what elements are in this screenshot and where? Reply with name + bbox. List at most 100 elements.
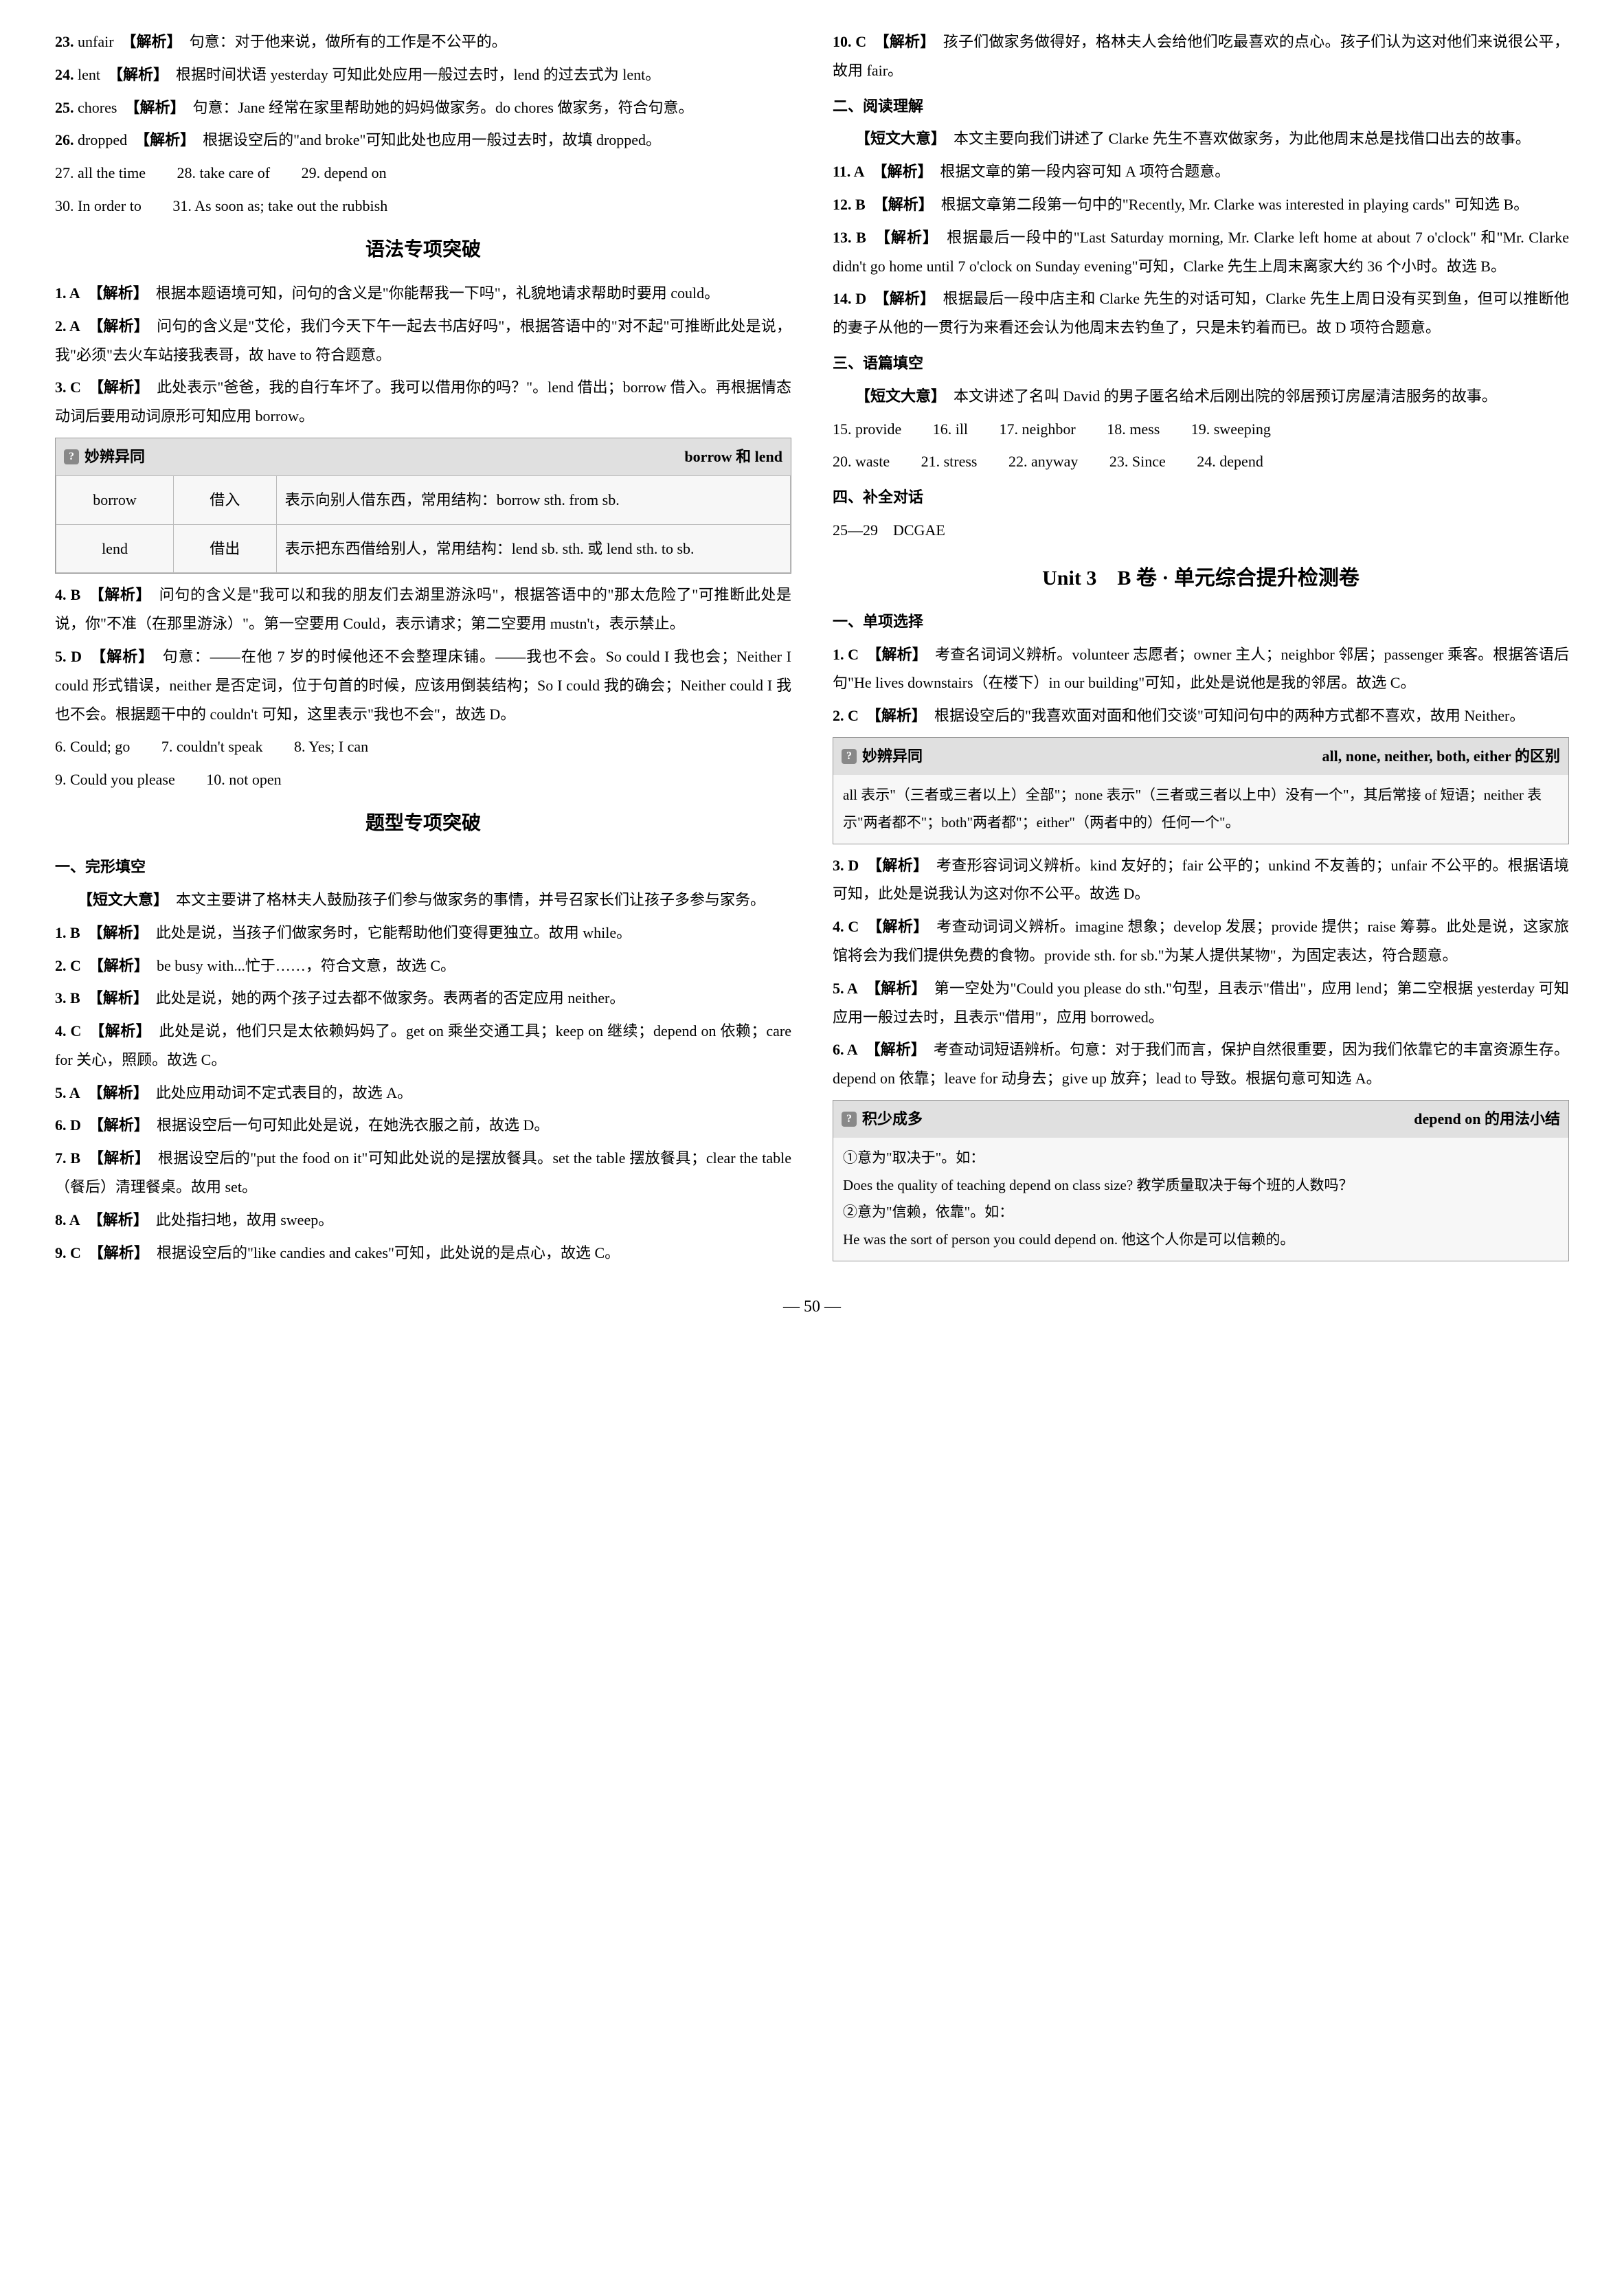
num: 1. C (833, 646, 859, 663)
f20: 20. waste (833, 447, 890, 476)
cloze-3: 3. B 【解析】 此处是说，她的两个孩子过去都不做家务。表两者的否定应用 ne… (55, 984, 791, 1013)
cloze-2: 2. C 【解析】 be busy with...忙于……，符合文意，故选 C。 (55, 952, 791, 980)
num: 10. C (833, 33, 866, 50)
i8: 8. Yes; I can (294, 732, 368, 761)
tag: 【解析】 (129, 33, 174, 50)
tag: 【解析】 (115, 66, 161, 83)
tag: 【解析】 (874, 646, 920, 663)
cell-zh: 借出 (174, 524, 277, 573)
question-icon: ? (842, 749, 857, 764)
line4: He was the sort of person you could depe… (843, 1226, 1559, 1254)
tag: 【解析】 (873, 1041, 918, 1058)
reading-gist: 【短文大意】 本文主要向我们讲述了 Clarke 先生不喜欢做家务，为此他周末总… (833, 124, 1569, 153)
num: 3. C (55, 379, 81, 396)
num: 2. A (55, 317, 80, 335)
txt: 根据设空后一句可知此处是说，在她洗衣服之前，故选 D。 (157, 1116, 549, 1134)
i30: 30. In order to (55, 192, 142, 221)
txt: 此处表示"爸爸，我的自行车坏了。我可以借用你的吗？"。lend 借出；borro… (55, 379, 791, 425)
txt: 第一空处为"Could you please do sth."句型，且表示"借出… (833, 980, 1569, 1026)
row-30-31: 30. In order to 31. As soon as; take out… (55, 192, 791, 221)
tag: 【解析】 (874, 707, 919, 724)
num: 6. A (833, 1041, 858, 1058)
box-header: ? 妙辨异同 borrow 和 lend (56, 438, 791, 475)
page-root: 23. unfair 【解析】 句意：对于他来说，做所有的工作是不公平的。 24… (55, 27, 1569, 1271)
num: 9. C (55, 1244, 81, 1261)
num: 2. C (833, 707, 859, 724)
txt: 此处是说，她的两个孩子过去都不做家务。表两者的否定应用 neither。 (156, 989, 625, 1006)
num: 3. B (55, 989, 80, 1006)
tag: 【解析】 (142, 131, 188, 148)
i7: 7. couldn't speak (161, 732, 263, 761)
gist-label: 【短文大意】 (85, 891, 161, 908)
f23: 23. Since (1109, 447, 1166, 476)
txt: 根据设空后的"and broke"可知此处也应用一般过去时，故填 dropped… (203, 131, 661, 148)
tag: 【解析】 (97, 586, 144, 603)
cell-word: lend (56, 524, 174, 573)
tag: 【解析】 (95, 284, 141, 302)
dialogue-heading: 四、补全对话 (833, 483, 1569, 512)
box-header: ? 妙辨异同 all, none, neither, both, either … (833, 738, 1568, 775)
tag: 【解析】 (96, 957, 142, 974)
f19: 19. sweeping (1191, 415, 1271, 444)
txt: 问句的含义是"我可以和我的朋友们去湖里游泳吗"，根据答语中的"那太危险了"可推断… (55, 586, 791, 632)
num: 23. (55, 33, 74, 50)
f18: 18. mess (1107, 415, 1160, 444)
num: 1. B (55, 924, 80, 941)
gist-text: 本文讲述了名叫 David 的男子匿名给术后刚出院的邻居预订房屋清洁服务的故事。 (954, 387, 1497, 405)
tag: 【解析】 (95, 989, 141, 1006)
txt: 句意：对于他来说，做所有的工作是不公平的。 (190, 33, 507, 50)
num: 4. B (55, 586, 80, 603)
cloze-6: 6. D 【解析】 根据设空后一句可知此处是说，在她洗衣服之前，故选 D。 (55, 1111, 791, 1140)
box-sub: borrow 和 lend (684, 442, 782, 471)
grammar-1: 1. A 【解析】 根据本题语境可知，问句的含义是"你能帮我一下吗"，礼貌地请求… (55, 279, 791, 308)
cloze-4: 4. C 【解析】 此处是说，他们只是太依赖妈妈了。get on 乘坐交通工具；… (55, 1017, 791, 1075)
question-icon: ? (64, 449, 79, 464)
tag: 【解析】 (879, 163, 925, 180)
cloze-heading: 一、完形填空 (55, 853, 791, 881)
cloze-7: 7. B 【解析】 根据设空后的"put the food on it"可知此处… (55, 1144, 791, 1202)
tip-box-borrow-lend: ? 妙辨异同 borrow 和 lend borrow 借入 表示向别人借东西，… (55, 438, 791, 574)
f16: 16. ill (933, 415, 968, 444)
num: 5. D (55, 648, 82, 665)
tag: 【解析】 (883, 229, 931, 246)
num: 4. C (55, 1022, 81, 1039)
grammar-row-9-10: 9. Could you please 10. not open (55, 765, 791, 794)
box-sub: all, none, neither, both, either 的区别 (1322, 742, 1560, 771)
f22: 22. anyway (1008, 447, 1078, 476)
txt: 考查名词词义辨析。volunteer 志愿者；owner 主人；neighbor… (833, 646, 1569, 692)
txt: 句意：——在他 7 岁的时候他还不会整理床铺。——我也不会。So could I… (55, 648, 791, 723)
txt: 根据时间状语 yesterday 可知此处应用一般过去时，lend 的过去式为 … (176, 66, 660, 83)
unit-title: Unit 3 B 卷 · 单元综合提升检测卷 (833, 559, 1569, 598)
tag: 【解析】 (96, 1244, 142, 1261)
tag: 【解析】 (95, 924, 141, 941)
tag: 【解析】 (875, 857, 921, 874)
reading-13: 13. B 【解析】 根据最后一段中的"Last Saturday mornin… (833, 223, 1569, 281)
f24: 24. depend (1197, 447, 1263, 476)
i28: 28. take care of (177, 159, 270, 188)
fill-row-20-24: 20. waste 21. stress 22. anyway 23. Sinc… (833, 447, 1569, 476)
box-body: all 表示"（三者或三者以上）全部"；none 表示"（三者或三者以上中）没有… (833, 775, 1568, 844)
cloze-10: 10. C 【解析】 孩子们做家务做得好，格林夫人会给他们吃最喜欢的点心。孩子们… (833, 27, 1569, 85)
cell-desc: 表示向别人借东西，常用结构：borrow sth. from sb. (276, 475, 790, 524)
txt: 此处是说，他们只是太依赖妈妈了。get on 乘坐交通工具；keep on 继续… (55, 1022, 791, 1068)
sc-5: 5. A 【解析】 第一空处为"Could you please do sth.… (833, 974, 1569, 1032)
tag: 【解析】 (882, 290, 928, 307)
num: 1. A (55, 284, 80, 302)
num: 25. (55, 99, 74, 116)
gist-label: 【短文大意】 (863, 130, 938, 147)
num: 11. A (833, 163, 864, 180)
i27: 27. all the time (55, 159, 146, 188)
txt: 考查形容词词义辨析。kind 友好的；fair 公平的；unkind 不友善的；… (833, 857, 1569, 903)
txt: 根据文章第二段第一句中的"Recently, Mr. Clarke was in… (941, 196, 1529, 213)
sc-4: 4. C 【解析】 考查动词词义辨析。imagine 想象；develop 发展… (833, 912, 1569, 970)
num: 8. A (55, 1211, 80, 1228)
fill-gist: 【短文大意】 本文讲述了名叫 David 的男子匿名给术后刚出院的邻居预订房屋清… (833, 382, 1569, 411)
gist-label: 【短文大意】 (863, 387, 938, 405)
txt: 考查动词词义辨析。imagine 想象；develop 发展；provide 提… (833, 918, 1569, 964)
i31: 31. As soon as; take out the rubbish (172, 192, 387, 221)
cell-zh: 借入 (174, 475, 277, 524)
entry-24: 24. lent 【解析】 根据时间状语 yesterday 可知此处应用一般过… (55, 60, 791, 89)
grammar-2: 2. A 【解析】 问句的含义是"艾伦，我们今天下午一起去书店好吗"，根据答语中… (55, 312, 791, 370)
box-body: ①意为"取决于"。如： Does the quality of teaching… (833, 1138, 1568, 1261)
txt: 根据本题语境可知，问句的含义是"你能帮我一下吗"，礼貌地请求帮助时要用 coul… (156, 284, 719, 302)
